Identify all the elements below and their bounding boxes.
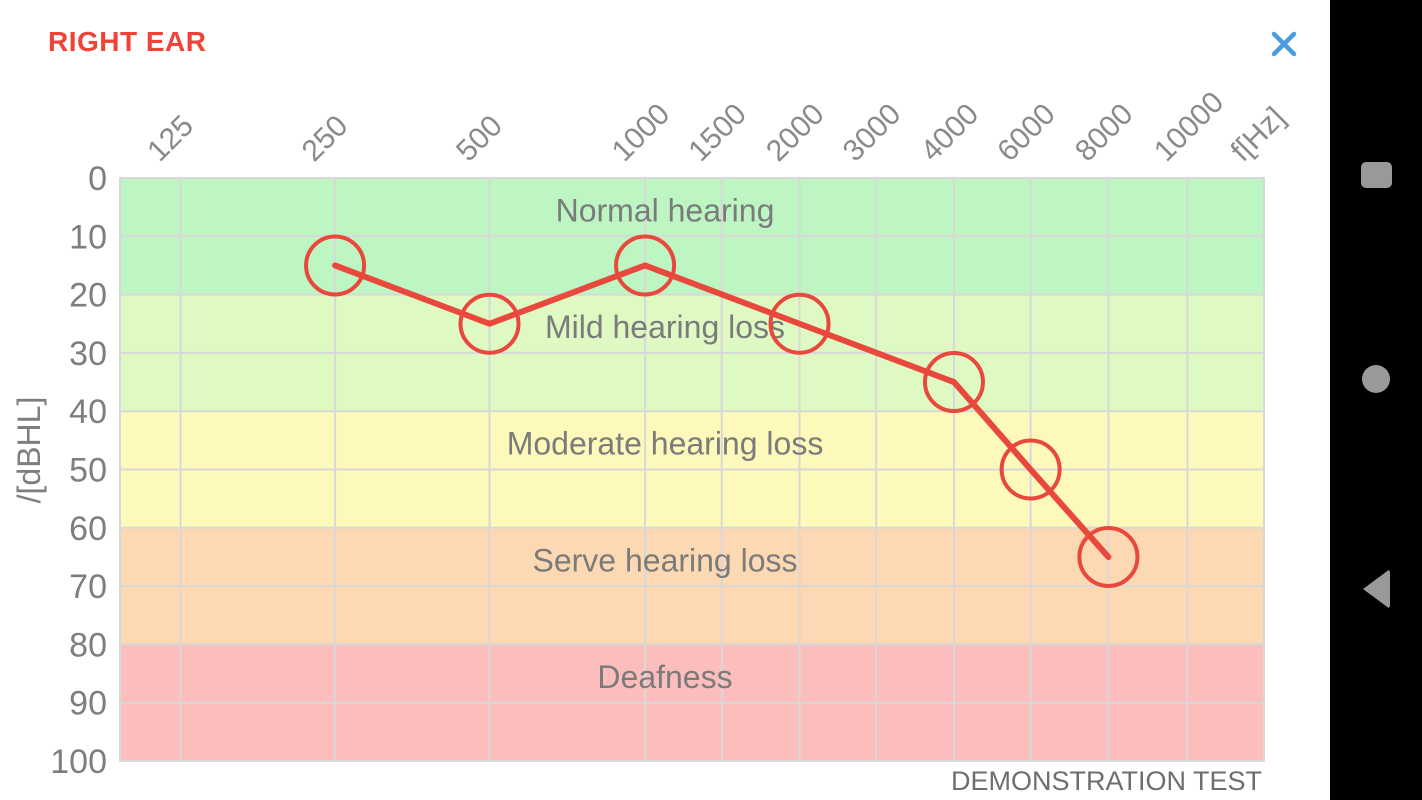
data-point-marker-4000hz-35db (922, 351, 985, 414)
x-tick-label: 250 (296, 109, 355, 168)
x-tick-label: 1000 (606, 97, 677, 168)
y-tick-label: 80 (69, 626, 107, 664)
data-point-marker-6000hz-50db (999, 438, 1062, 501)
band-label-serve-hearing-loss: Serve hearing loss (532, 542, 797, 578)
y-axis-title: /[dBHL] (11, 397, 47, 504)
x-tick-label: 8000 (1069, 97, 1140, 168)
data-point-marker-500hz-25db (458, 292, 521, 355)
home-button[interactable] (1330, 344, 1422, 414)
data-point-marker-2000hz-25db (768, 292, 831, 355)
x-tick-label: 3000 (837, 97, 908, 168)
recents-square-icon (1360, 162, 1392, 188)
y-tick-label: 20 (69, 277, 107, 315)
back-button[interactable] (1330, 554, 1422, 624)
home-circle-icon (1362, 365, 1390, 393)
x-tick-label: 500 (450, 109, 509, 168)
x-axis-title: f[Hz] (1225, 101, 1292, 168)
band-label-normal-hearing: Normal hearing (556, 192, 775, 228)
x-tick-label: 6000 (991, 97, 1062, 168)
x-tick-label: 10000 (1148, 86, 1230, 168)
y-tick-label: 90 (69, 685, 107, 723)
close-x-strokes (1271, 31, 1297, 57)
y-tick-label: 10 (69, 218, 107, 256)
series-line-right-ear-threshold (332, 262, 1112, 560)
x-tick-label: 125 (141, 109, 200, 168)
y-tick-label: 100 (50, 743, 107, 781)
x-tick-label: 4000 (915, 97, 986, 168)
x-tick-label: 1500 (682, 97, 753, 168)
y-tick-label: 0 (88, 160, 107, 198)
y-tick-label: 30 (69, 335, 107, 373)
audiogram-chart: Normal hearing Mild hearing loss Moderate … (11, 86, 1292, 796)
x-tick-label: 2000 (760, 97, 831, 168)
band-label-moderate-hearing-loss: Moderate hearing loss (507, 426, 824, 462)
back-triangle-icon (1362, 569, 1390, 609)
plot-border (119, 177, 1265, 762)
close-icon[interactable] (1266, 26, 1302, 62)
y-tick-label: 60 (69, 510, 107, 548)
y-tick-label: 70 (69, 568, 107, 606)
data-point-marker-1000hz-15db (614, 234, 677, 297)
data-point-marker-8000hz-65db (1077, 525, 1140, 588)
page-title: RIGHT EAR (48, 26, 207, 57)
band-label-mild-hearing-loss: Mild hearing loss (545, 309, 785, 345)
demo-watermark: DEMONSTRATION TEST (951, 766, 1262, 796)
y-tick-label: 40 (69, 393, 107, 431)
band-label-deafness: Deafness (597, 659, 732, 695)
data-point-marker-250hz-15db (304, 234, 367, 297)
recents-button[interactable] (1330, 140, 1422, 210)
android-nav-bar (1330, 0, 1422, 800)
audiogram-panel: RIGHT EAR Normal hearing Mild hearing los… (11, 26, 1302, 796)
y-tick-label: 50 (69, 452, 107, 490)
